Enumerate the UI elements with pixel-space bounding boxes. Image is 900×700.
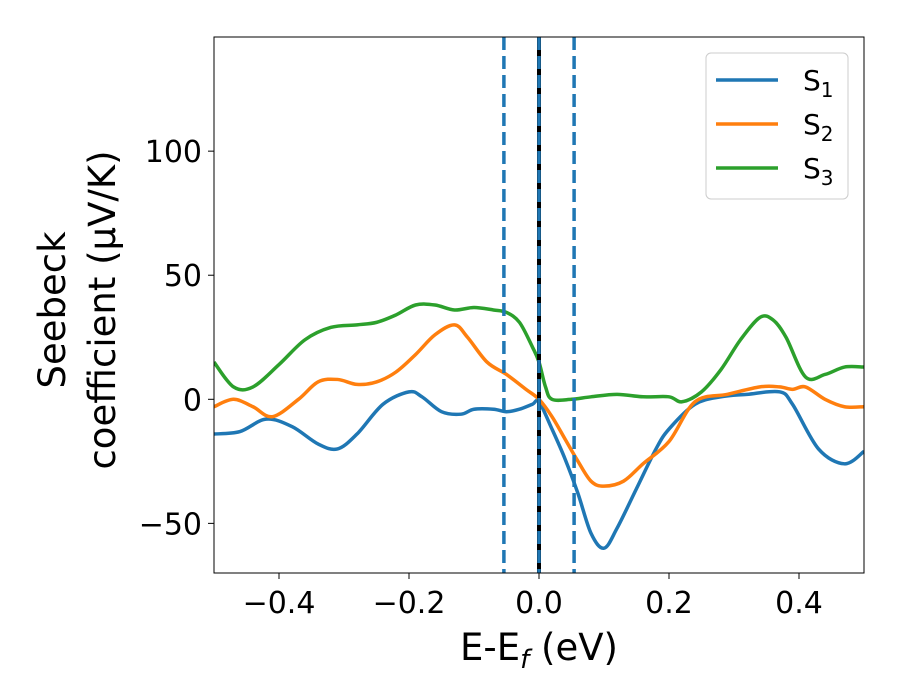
y-tick-label: 50 xyxy=(164,259,202,294)
legend-label-s3: S3 xyxy=(803,152,834,190)
y-tick-label: 0 xyxy=(183,383,202,418)
axis-ticks: −0.4 −0.2 0.0 0.2 0.4 −50 0 50 100 xyxy=(139,135,823,621)
plot-area xyxy=(214,37,864,573)
x-tick-label: 0.4 xyxy=(775,586,823,621)
legend-label-s1: S1 xyxy=(803,64,834,102)
y-axis-label-line1: Seebeck xyxy=(31,231,74,389)
legend: S1 S2 S3 xyxy=(705,52,849,200)
x-axis-label: E-Ef (eV) xyxy=(460,626,618,675)
x-tick-label: −0.2 xyxy=(373,586,446,621)
x-tick-label: 0.2 xyxy=(645,586,693,621)
x-tick-label: 0.0 xyxy=(515,586,563,621)
y-axis-label: Seebeck coefficient (μV/K) xyxy=(31,150,124,469)
legend-label-s2: S2 xyxy=(803,108,834,146)
y-axis-label-line2: coefficient (μV/K) xyxy=(81,150,124,469)
legend-box xyxy=(705,52,849,200)
x-tick-label: −0.4 xyxy=(243,586,316,621)
series-line-s3 xyxy=(214,302,864,404)
y-tick-label: 100 xyxy=(145,135,202,170)
y-tick-label: −50 xyxy=(139,507,202,542)
